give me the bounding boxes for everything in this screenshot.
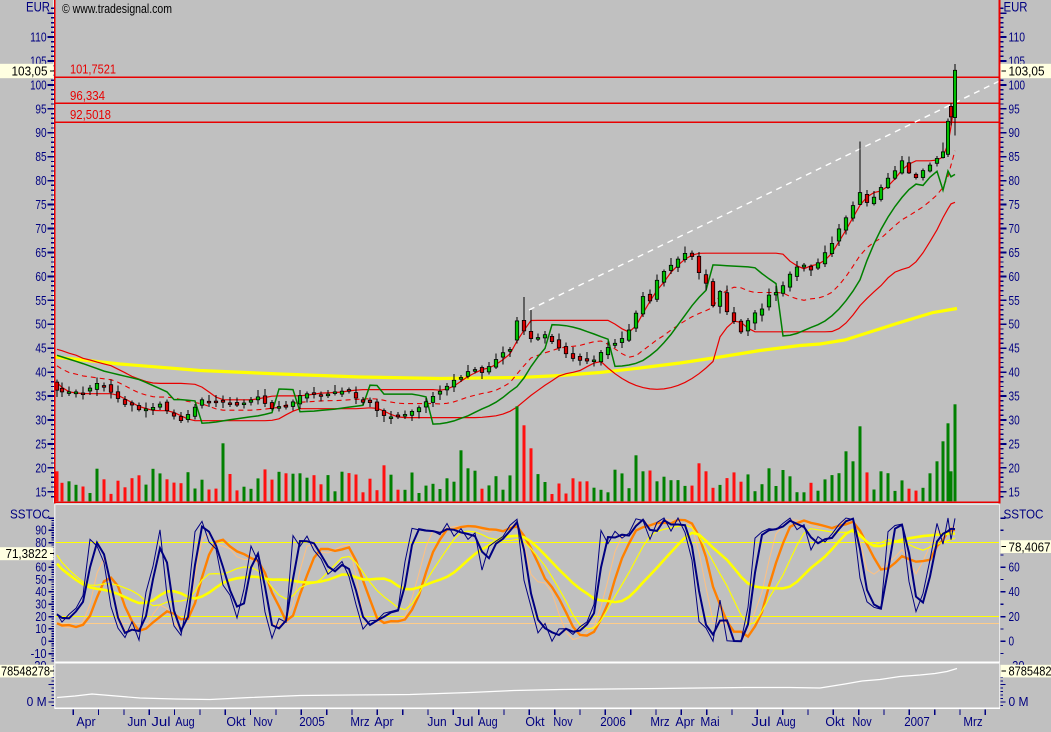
svg-text:Mrz: Mrz xyxy=(350,714,369,729)
svg-text:103,05: 103,05 xyxy=(12,64,48,79)
svg-text:15: 15 xyxy=(1009,484,1020,499)
svg-text:Aug: Aug xyxy=(776,714,795,729)
svg-text:Okt: Okt xyxy=(525,714,545,729)
svg-text:50: 50 xyxy=(35,317,46,332)
svg-text:2005: 2005 xyxy=(299,714,325,729)
svg-text:-10: -10 xyxy=(31,646,47,661)
svg-text:92,5018: 92,5018 xyxy=(70,108,111,122)
svg-text:45: 45 xyxy=(1009,341,1020,356)
svg-text:85: 85 xyxy=(1009,149,1020,164)
svg-text:90: 90 xyxy=(35,125,46,140)
svg-text:55: 55 xyxy=(1009,293,1020,308)
svg-text:Jul: Jul xyxy=(751,714,770,729)
svg-text:78548278: 78548278 xyxy=(1,664,50,678)
svg-text:40: 40 xyxy=(1009,584,1020,599)
svg-text:SSTOC: SSTOC xyxy=(1004,507,1044,522)
svg-text:10: 10 xyxy=(35,621,46,636)
svg-text:55: 55 xyxy=(35,293,46,308)
svg-text:75: 75 xyxy=(1009,197,1020,212)
svg-text:0 M: 0 M xyxy=(27,694,47,709)
svg-text:85: 85 xyxy=(35,149,46,164)
svg-text:70: 70 xyxy=(1009,221,1020,236)
svg-text:110: 110 xyxy=(30,30,47,45)
svg-text:Apr: Apr xyxy=(76,714,96,729)
svg-text:Okt: Okt xyxy=(825,714,845,729)
svg-text:45: 45 xyxy=(35,341,46,356)
svg-text:20: 20 xyxy=(1009,609,1020,624)
svg-text:20: 20 xyxy=(35,609,46,624)
svg-text:SSTOC: SSTOC xyxy=(10,507,50,522)
svg-text:40: 40 xyxy=(1009,365,1020,380)
svg-text:35: 35 xyxy=(35,389,46,404)
svg-text:Okt: Okt xyxy=(226,714,246,729)
svg-text:2006: 2006 xyxy=(600,714,626,729)
svg-text:EUR: EUR xyxy=(1004,0,1028,15)
svg-text:Nov: Nov xyxy=(253,714,273,729)
svg-text:70: 70 xyxy=(35,221,46,236)
svg-text:100: 100 xyxy=(1009,77,1026,92)
svg-text:101,7521: 101,7521 xyxy=(70,63,116,77)
svg-text:0: 0 xyxy=(1009,634,1015,649)
svg-text:2007: 2007 xyxy=(904,714,930,729)
svg-text:50: 50 xyxy=(1009,317,1020,332)
svg-text:Mrz: Mrz xyxy=(963,714,982,729)
svg-text:40: 40 xyxy=(35,584,46,599)
svg-text:Jul: Jul xyxy=(151,714,170,729)
svg-text:© www.tradesignal.com: © www.tradesignal.com xyxy=(62,1,172,16)
svg-text:60: 60 xyxy=(1009,269,1020,284)
svg-text:90: 90 xyxy=(1009,125,1020,140)
svg-text:103,05: 103,05 xyxy=(1009,64,1045,79)
svg-text:80: 80 xyxy=(1009,173,1020,188)
svg-text:8785482: 8785482 xyxy=(1009,664,1051,678)
svg-text:96,334: 96,334 xyxy=(70,89,105,103)
svg-text:60: 60 xyxy=(1009,560,1020,575)
svg-text:95: 95 xyxy=(35,101,46,116)
svg-text:15: 15 xyxy=(35,484,46,499)
svg-text:Aug: Aug xyxy=(175,714,194,729)
svg-text:80: 80 xyxy=(35,173,46,188)
svg-text:Nov: Nov xyxy=(553,714,573,729)
svg-text:Jun: Jun xyxy=(427,714,446,729)
svg-text:Aug: Aug xyxy=(478,714,497,729)
svg-text:Apr: Apr xyxy=(675,714,695,729)
svg-text:20: 20 xyxy=(35,460,46,475)
svg-text:60: 60 xyxy=(35,269,46,284)
svg-text:71,3822: 71,3822 xyxy=(6,546,48,561)
svg-text:30: 30 xyxy=(35,412,46,427)
svg-text:Mai: Mai xyxy=(700,714,719,729)
svg-text:Jun: Jun xyxy=(127,714,146,729)
svg-text:65: 65 xyxy=(1009,245,1020,260)
svg-text:0: 0 xyxy=(41,634,47,649)
svg-text:Jul: Jul xyxy=(454,714,473,729)
svg-text:80: 80 xyxy=(35,535,46,550)
svg-text:Apr: Apr xyxy=(374,714,394,729)
svg-text:0 M: 0 M xyxy=(1009,694,1029,709)
svg-text:90: 90 xyxy=(35,523,46,538)
svg-text:Mrz: Mrz xyxy=(650,714,669,729)
svg-text:25: 25 xyxy=(1009,436,1020,451)
svg-text:30: 30 xyxy=(1009,412,1020,427)
svg-text:EUR: EUR xyxy=(26,0,50,15)
svg-text:60: 60 xyxy=(35,560,46,575)
svg-text:35: 35 xyxy=(1009,389,1020,404)
svg-text:25: 25 xyxy=(35,436,46,451)
svg-text:40: 40 xyxy=(35,365,46,380)
svg-text:50: 50 xyxy=(35,572,46,587)
svg-text:Nov: Nov xyxy=(852,714,872,729)
svg-text:110: 110 xyxy=(1009,30,1026,45)
svg-text:20: 20 xyxy=(1009,460,1020,475)
svg-text:78,4067: 78,4067 xyxy=(1009,539,1051,554)
svg-text:65: 65 xyxy=(35,245,46,260)
svg-text:30: 30 xyxy=(35,597,46,612)
svg-text:95: 95 xyxy=(1009,101,1020,116)
svg-text:75: 75 xyxy=(35,197,46,212)
svg-text:100: 100 xyxy=(30,77,47,92)
